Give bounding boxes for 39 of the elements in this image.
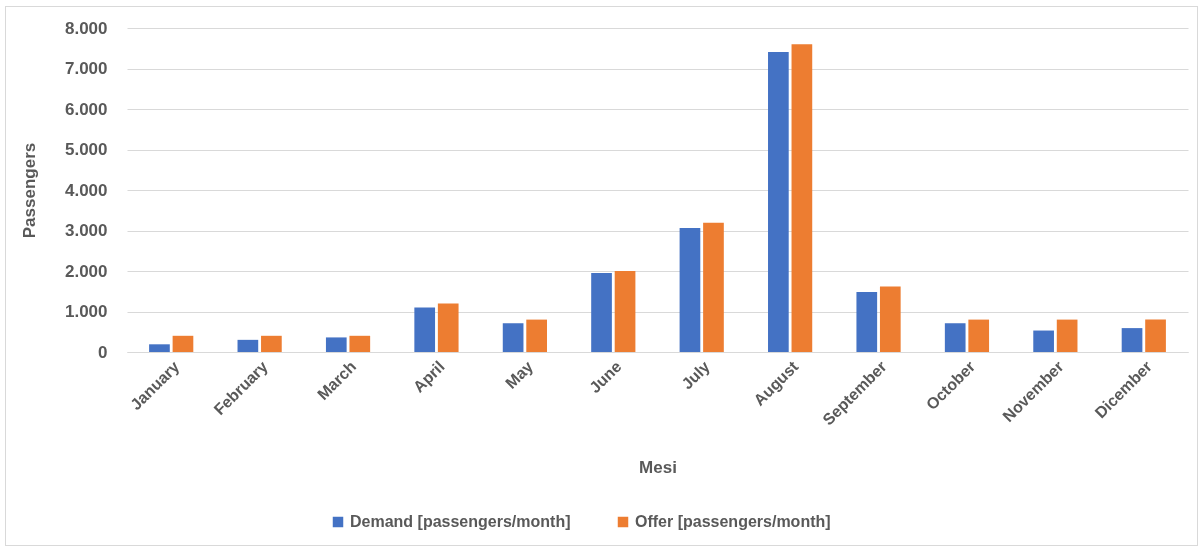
y-tick-label: 0 <box>98 342 108 362</box>
bar <box>679 228 701 352</box>
bar <box>502 323 524 352</box>
bar <box>591 273 612 352</box>
y-tick-label: 4.000 <box>64 180 108 200</box>
x-axis-title: Mesi <box>639 458 677 478</box>
y-tick-label: 3.000 <box>64 221 108 240</box>
bar <box>261 335 282 352</box>
bar <box>768 51 789 352</box>
x-tick-label: May <box>502 357 537 392</box>
bar <box>149 344 170 352</box>
bar <box>944 323 966 352</box>
legend-label: Offer [passengers/month] <box>635 513 831 530</box>
legend-label: Demand [passengers/month] <box>350 513 571 530</box>
y-tick-label: 1.000 <box>64 302 108 321</box>
bar <box>968 319 990 352</box>
y-tick-label: 6.000 <box>64 99 108 119</box>
bar <box>1033 330 1054 352</box>
y-tick-label: 5.000 <box>64 140 108 159</box>
bar <box>237 339 259 352</box>
bar <box>437 303 459 352</box>
y-tick-label: 7.000 <box>64 59 108 78</box>
bar <box>325 337 347 352</box>
y-tick-label: 8.000 <box>64 18 108 38</box>
x-tick-label: July <box>678 357 714 393</box>
bar <box>414 307 436 352</box>
bar <box>526 319 547 352</box>
bar <box>1121 328 1143 352</box>
bar <box>1056 319 1078 352</box>
bar <box>349 335 371 352</box>
bar <box>856 292 878 352</box>
bar <box>879 286 901 352</box>
bar <box>791 44 813 352</box>
y-tick-label: 2.000 <box>64 261 108 281</box>
bar <box>172 335 194 352</box>
y-axis-title: Passengers <box>19 142 39 239</box>
bar <box>1145 319 1166 352</box>
bar <box>614 271 636 352</box>
bar <box>703 222 724 352</box>
